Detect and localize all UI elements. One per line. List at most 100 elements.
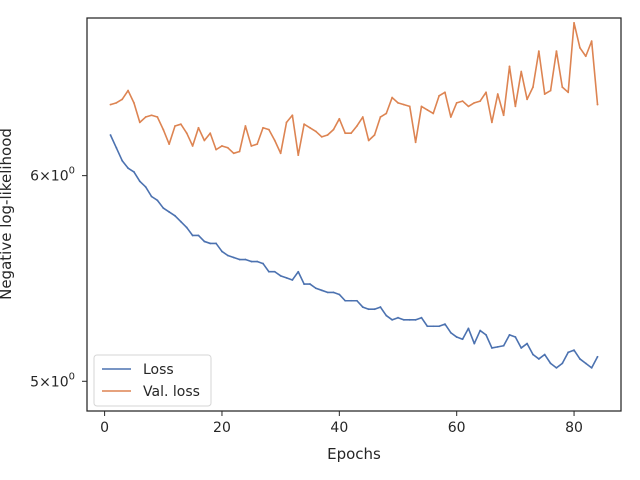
data-point-loss — [250, 260, 253, 263]
data-point-loss — [502, 344, 505, 347]
data-point-val-loss — [385, 112, 388, 115]
data-point-val-loss — [197, 126, 200, 129]
data-point-loss — [273, 270, 276, 273]
data-point-loss — [491, 347, 493, 349]
data-point-loss — [590, 366, 593, 369]
data-point-val-loss — [144, 116, 147, 118]
data-point-val-loss — [397, 101, 399, 104]
data-point-val-loss — [303, 123, 306, 126]
data-point-loss — [232, 256, 235, 259]
data-point-val-loss — [326, 134, 329, 136]
series-points-loss — [109, 134, 599, 369]
data-point-val-loss — [590, 40, 593, 43]
data-point-loss — [285, 276, 288, 279]
data-point-val-loss — [420, 105, 423, 108]
data-point-val-loss — [391, 96, 394, 99]
legend-box — [93, 354, 212, 407]
data-point-val-loss — [461, 100, 464, 102]
data-point-loss — [596, 355, 599, 358]
data-point-val-loss — [532, 86, 534, 88]
data-point-loss — [344, 299, 347, 302]
data-point-val-loss — [356, 125, 358, 127]
data-point-loss — [168, 211, 171, 213]
data-point-loss — [397, 316, 399, 319]
data-point-loss — [385, 314, 388, 317]
x-axis-label: Epochs — [327, 445, 381, 463]
x-tick-label: 60 — [448, 420, 466, 436]
y-tick-label: 6×100 — [30, 166, 75, 185]
data-point-val-loss — [414, 141, 417, 144]
data-point-loss — [426, 325, 429, 328]
data-point-loss — [520, 347, 523, 349]
data-point-val-loss — [449, 116, 452, 118]
data-point-loss — [226, 254, 229, 257]
data-point-loss — [221, 250, 223, 253]
data-point-val-loss — [121, 98, 124, 101]
data-point-val-loss — [543, 93, 546, 95]
data-point-val-loss — [138, 121, 141, 124]
x-tick-label: 40 — [330, 420, 348, 436]
data-point-loss — [156, 199, 159, 202]
data-point-loss — [479, 329, 482, 332]
data-point-loss — [467, 327, 470, 330]
y-axis-label: Negative log-likelihood — [0, 128, 15, 300]
data-point-loss — [584, 362, 587, 365]
data-point-loss — [138, 180, 141, 183]
data-point-loss — [543, 353, 546, 356]
data-point-val-loss — [426, 109, 429, 111]
data-point-loss — [303, 283, 306, 285]
data-point-val-loss — [203, 139, 206, 142]
data-point-val-loss — [115, 101, 118, 104]
legend: Loss Val. loss — [93, 354, 212, 407]
data-point-loss — [356, 299, 358, 302]
data-point-val-loss — [520, 70, 523, 73]
data-point-val-loss — [291, 114, 294, 117]
data-point-loss — [537, 358, 540, 360]
data-point-val-loss — [561, 86, 564, 88]
data-point-val-loss — [508, 65, 511, 68]
data-point-val-loss — [279, 152, 282, 155]
data-point-val-loss — [209, 132, 212, 135]
data-point-val-loss — [455, 101, 458, 104]
data-point-loss — [256, 260, 259, 263]
data-point-val-loss — [579, 46, 581, 49]
data-point-loss — [579, 358, 581, 360]
data-point-loss — [174, 214, 176, 217]
data-point-val-loss — [573, 22, 575, 24]
data-point-val-loss — [338, 117, 341, 120]
data-point-loss — [373, 308, 376, 311]
data-point-loss — [449, 331, 452, 334]
x-tick-label: 0 — [100, 420, 109, 436]
plot-background — [87, 18, 621, 411]
plot-frame — [86, 17, 622, 412]
data-point-val-loss — [268, 128, 270, 131]
data-point-loss — [432, 325, 435, 328]
data-point-loss — [332, 291, 335, 294]
data-point-val-loss — [162, 128, 165, 131]
data-point-val-loss — [408, 105, 411, 108]
data-point-loss — [455, 336, 458, 338]
data-point-loss — [414, 318, 417, 321]
data-point-loss — [238, 258, 241, 261]
data-point-val-loss — [438, 94, 440, 97]
data-point-val-loss — [514, 105, 517, 108]
data-point-loss — [320, 289, 323, 292]
data-point-loss — [567, 351, 570, 354]
data-point-val-loss — [584, 55, 587, 58]
data-point-loss — [162, 207, 165, 209]
data-point-val-loss — [215, 148, 218, 151]
data-point-val-loss — [596, 103, 599, 106]
data-point-val-loss — [297, 154, 300, 157]
data-point-val-loss — [256, 143, 259, 146]
data-point-val-loss — [350, 132, 352, 135]
x-axis: 0 20 40 60 80 — [100, 411, 583, 436]
data-point-loss — [262, 262, 264, 265]
series-layer — [109, 22, 599, 369]
data-point-loss — [197, 234, 200, 237]
data-point-loss — [121, 159, 124, 162]
data-point-loss — [291, 279, 294, 281]
data-point-loss — [561, 362, 564, 365]
data-point-loss — [379, 306, 382, 308]
data-point-val-loss — [344, 132, 347, 135]
data-point-val-loss — [127, 89, 129, 92]
